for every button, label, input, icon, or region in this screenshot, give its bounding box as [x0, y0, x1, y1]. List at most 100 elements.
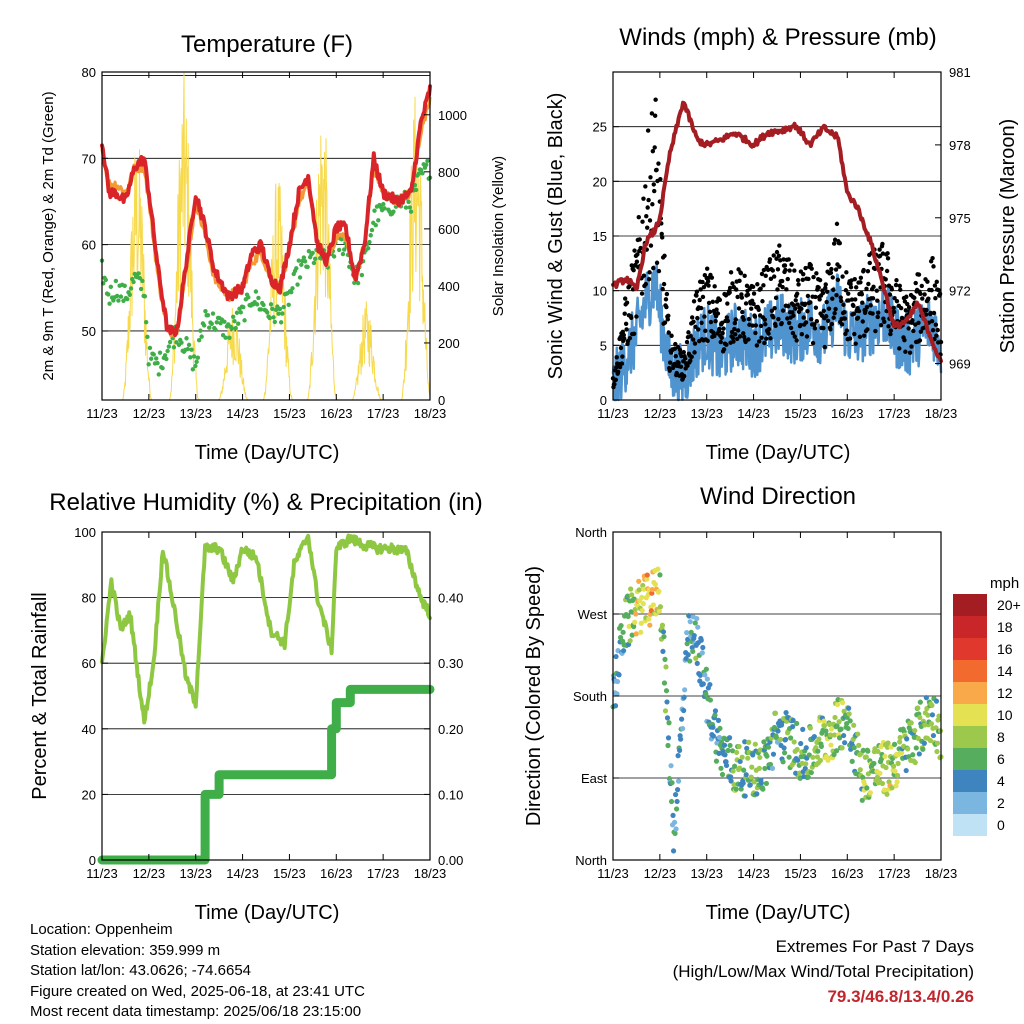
- direction-point: [633, 611, 639, 617]
- x-tick-label: 12/23: [133, 866, 166, 881]
- dewpoint-point: [156, 372, 161, 377]
- dewpoint-point: [254, 302, 260, 307]
- gust-point: [724, 342, 729, 347]
- precipitation-line: [97, 684, 435, 865]
- direction-point: [879, 780, 886, 787]
- dewpoint-point: [278, 320, 284, 325]
- dewpoint-point: [297, 275, 303, 280]
- gust-point: [812, 322, 817, 327]
- extremes-values: 79.3/46.8/13.4/0.26: [827, 987, 974, 1006]
- direction-point: [936, 713, 942, 719]
- y-tick-label: 80: [82, 591, 96, 606]
- gust-point: [885, 251, 890, 256]
- gust-point: [824, 289, 830, 294]
- gust-point: [666, 330, 671, 335]
- direction-point: [702, 672, 708, 678]
- gust-point: [718, 339, 723, 345]
- gust-point: [647, 218, 653, 223]
- direction-point: [859, 797, 865, 803]
- direction-point: [860, 747, 866, 753]
- direction-point: [625, 613, 631, 620]
- direction-point: [929, 712, 936, 718]
- x-tick-label: 16/23: [831, 406, 864, 421]
- gust-point: [719, 335, 724, 340]
- gust-point: [643, 184, 648, 189]
- gust-point: [677, 347, 683, 353]
- dewpoint-point: [122, 283, 127, 289]
- gust-point: [808, 300, 813, 305]
- direction-point: [933, 698, 940, 704]
- dewpoint-point: [301, 255, 307, 260]
- gust-point: [898, 305, 904, 311]
- direction-point: [673, 806, 680, 812]
- direction-point: [647, 622, 653, 628]
- gust-point: [742, 334, 747, 340]
- dewpoint-point: [391, 209, 396, 214]
- gust-point: [885, 256, 891, 261]
- direction-point: [657, 572, 663, 578]
- gust-point: [763, 322, 768, 327]
- gust-point: [679, 353, 684, 359]
- gust-point: [855, 315, 861, 320]
- colorbar-label: 12: [997, 685, 1013, 701]
- x-tick-label: 18/23: [414, 866, 447, 881]
- gust-point: [809, 266, 814, 271]
- gust-point: [704, 266, 710, 271]
- gust-point: [803, 265, 808, 271]
- direction-point: [912, 727, 918, 734]
- dewpoint-point: [289, 289, 294, 295]
- gust-point: [767, 257, 773, 262]
- gust-point: [918, 291, 923, 296]
- y2-tick-label: 200: [438, 336, 460, 351]
- gust-point: [856, 308, 862, 314]
- gust-point: [725, 301, 730, 306]
- gust-point: [851, 303, 856, 308]
- dewpoint-point: [136, 271, 141, 276]
- gust-point: [646, 197, 651, 203]
- direction-point: [769, 765, 776, 771]
- gust-point: [846, 291, 851, 296]
- gust-point: [902, 338, 907, 343]
- gust-point: [732, 326, 737, 332]
- gust-point: [658, 176, 663, 182]
- gust-point: [871, 284, 876, 290]
- x-tick-label: 17/23: [367, 406, 400, 421]
- dewpoint-point: [106, 292, 111, 297]
- dewpoint-point: [238, 310, 243, 315]
- y2-tick-label: 1000: [438, 108, 467, 123]
- gust-point: [906, 326, 911, 331]
- dewpoint-point: [223, 335, 228, 340]
- gust-point: [764, 336, 769, 341]
- dewpoint-point: [277, 306, 283, 312]
- dewpoint-point: [162, 353, 168, 358]
- gust-point: [865, 327, 870, 332]
- dewpoint-point: [218, 321, 223, 326]
- gust-point: [766, 331, 771, 336]
- x-tick-label: 17/23: [367, 866, 400, 881]
- gust-point: [664, 304, 669, 310]
- gust-point: [775, 287, 780, 292]
- direction-point: [713, 758, 720, 764]
- direction-point: [629, 632, 635, 638]
- gust-point: [784, 287, 789, 292]
- direction-point: [818, 743, 825, 749]
- direction-point: [770, 751, 777, 757]
- gust-point: [736, 306, 742, 311]
- y2-tick-label: 972: [949, 284, 971, 299]
- gust-point: [647, 270, 652, 275]
- gust-point: [708, 319, 714, 325]
- dewpoint-point: [270, 306, 275, 312]
- direction-point: [628, 586, 634, 592]
- gust-point: [788, 325, 794, 331]
- gust-point: [646, 277, 652, 282]
- direction-point: [661, 680, 668, 686]
- gust-point: [830, 275, 835, 280]
- dewpoint-point: [265, 310, 270, 315]
- direction-point: [929, 702, 935, 708]
- gust-point: [744, 283, 750, 289]
- dewpoint-point: [214, 320, 219, 325]
- gust-point: [636, 215, 641, 220]
- direction-point: [888, 744, 894, 750]
- gust-point: [693, 324, 698, 329]
- gust-point: [650, 202, 655, 207]
